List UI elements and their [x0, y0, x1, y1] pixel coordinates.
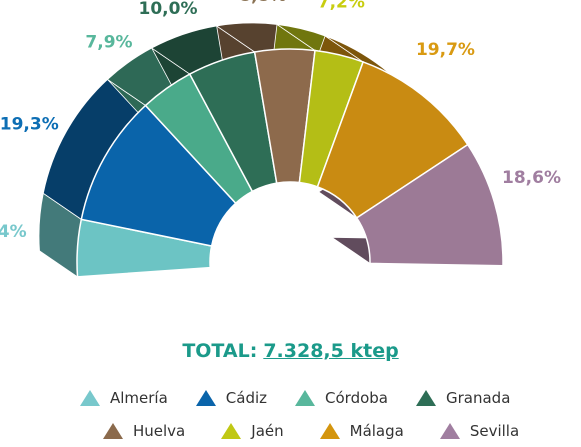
legend-label-huelva: Huelva	[133, 422, 186, 440]
value-label-granada: 10,0%	[139, 0, 198, 19]
legend-item-malaga: Málaga	[319, 422, 404, 440]
legend-label-cadiz: Cádiz	[225, 389, 268, 407]
legend-row-1: Almería Cádiz Córdoba Granada	[0, 389, 581, 407]
legend-swatch-malaga	[319, 423, 340, 439]
legend-row-2: Huelva Jaén Málaga Sevilla	[0, 422, 581, 440]
legend-swatch-almeria	[80, 390, 100, 406]
legend-item-jaen: Jaén	[221, 422, 284, 440]
slice-cadiz	[80, 104, 237, 247]
value-label-huelva: 8,8%	[239, 0, 286, 6]
value-label-cordoba: 7,9%	[85, 32, 132, 52]
legend-item-almeria: Almería	[80, 389, 168, 407]
legend-label-jaen: Jaén	[251, 422, 284, 440]
legend-item-sevilla: Sevilla	[439, 422, 520, 440]
total-line: TOTAL: 7.328,5 ktep	[0, 340, 581, 362]
legend-item-granada: Granada	[416, 389, 510, 407]
legend-label-cordoba: Córdoba	[325, 389, 388, 407]
legend-item-cadiz: Cádiz	[195, 389, 268, 407]
total-value: 7.328,5 ktep	[263, 340, 399, 362]
value-label-malaga: 19,7%	[416, 40, 475, 60]
legend-label-malaga: Málaga	[349, 422, 404, 440]
slice-tops	[76, 48, 504, 278]
slice-labels: 8,4% 19,3% 7,9% 10,0% 8,8% 7,2% 19,7% 18,6%	[0, 0, 561, 242]
value-label-almeria: 8,4%	[0, 222, 27, 242]
legend-swatch-cadiz	[195, 390, 216, 406]
legend-swatch-huelva	[103, 423, 123, 439]
slice-malaga	[316, 60, 469, 219]
legend-swatch-granada	[416, 390, 436, 406]
legend-label-sevilla: Sevilla	[469, 422, 520, 440]
legend-label-granada: Granada	[446, 389, 511, 407]
legend-label-almeria: Almería	[110, 389, 168, 407]
legend-item-cordoba: Córdoba	[295, 389, 388, 407]
legend-swatch-jaen	[221, 423, 242, 439]
total-label: TOTAL:	[182, 340, 258, 362]
value-label-sevilla: 18,6%	[502, 168, 561, 188]
legend-swatch-sevilla	[439, 423, 460, 439]
legend-swatch-cordoba	[295, 390, 316, 406]
value-label-cadiz: 19,3%	[0, 114, 59, 134]
legend-item-huelva: Huelva	[103, 422, 185, 440]
slice-sevilla	[355, 143, 504, 267]
value-label-jaen: 7,2%	[318, 0, 365, 13]
